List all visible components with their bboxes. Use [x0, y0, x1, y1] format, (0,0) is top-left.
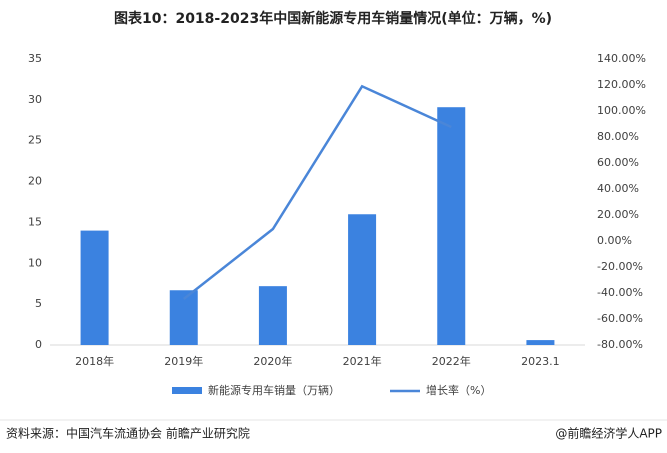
x-tick-label: 2021年	[343, 354, 382, 368]
y-tick-label: 0	[35, 338, 42, 351]
bar	[80, 230, 109, 345]
chart-title: 图表10：2018-2023年中国新能源专用车销量情况(单位：万辆，%)	[114, 10, 552, 27]
legend-label: 新能源专用车销量（万辆）	[208, 383, 340, 397]
legend-swatch	[172, 387, 202, 394]
y2-tick-label: 40.00%	[597, 182, 639, 195]
x-tick-label: 2019年	[164, 354, 203, 368]
y2-tick-label: 0.00%	[597, 234, 632, 247]
y-tick-label: 15	[28, 215, 42, 228]
x-tick-label: 2023.1	[521, 355, 560, 368]
source: 资料来源：中国汽车流通协会 前瞻产业研究院	[6, 426, 250, 441]
y2-tick-label: -80.00%	[597, 338, 643, 351]
y2-tick-label: -20.00%	[597, 260, 643, 273]
bar	[258, 286, 287, 345]
x-tick-label: 2020年	[253, 354, 292, 368]
y-tick-label: 20	[28, 175, 42, 188]
bar	[348, 214, 377, 345]
y2-tick-label: 140.00%	[597, 52, 646, 65]
bar	[526, 340, 555, 345]
y-tick-label: 5	[35, 297, 42, 310]
x-tick-label: 2022年	[432, 354, 471, 368]
credit: @前瞻经济学人APP	[555, 426, 662, 441]
y-tick-label: 10	[28, 256, 42, 269]
y2-tick-label: 20.00%	[597, 208, 639, 221]
y-tick-label: 25	[28, 134, 42, 147]
legend-label: 增长率（%）	[426, 383, 491, 397]
y2-tick-label: 120.00%	[597, 78, 646, 91]
y-tick-label: 35	[28, 52, 42, 65]
bar	[169, 290, 198, 345]
y2-tick-label: -60.00%	[597, 312, 643, 325]
bar	[437, 107, 466, 345]
y2-tick-label: -40.00%	[597, 286, 643, 299]
y2-tick-label: 100.00%	[597, 104, 646, 117]
y-tick-label: 30	[28, 93, 42, 106]
line	[182, 84, 452, 300]
y2-tick-label: 80.00%	[597, 130, 639, 143]
y2-tick-label: 60.00%	[597, 156, 639, 169]
x-tick-label: 2018年	[75, 354, 114, 368]
